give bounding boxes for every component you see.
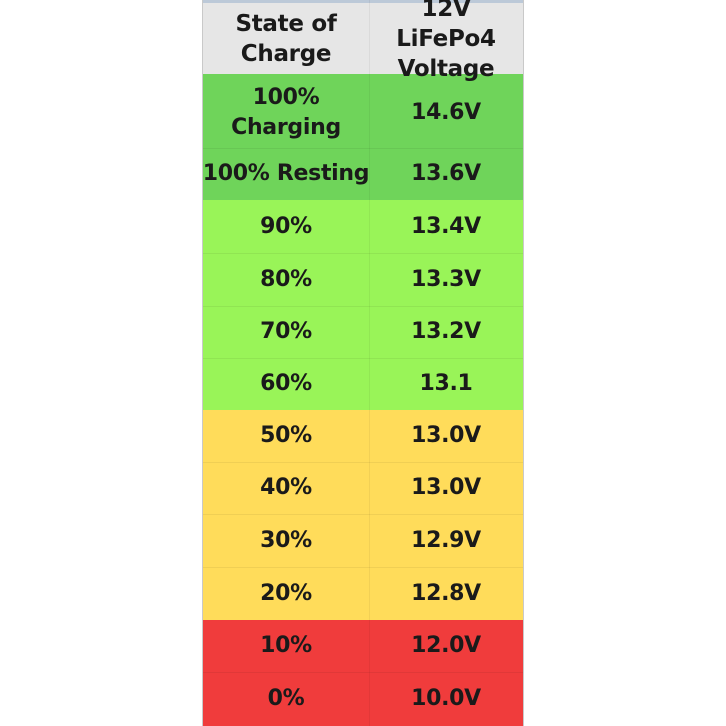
table-row: 90% 13.4V [203, 200, 523, 253]
row-divider [203, 514, 523, 515]
soc-cell: 70% [260, 319, 312, 344]
table-row: 20% 12.8V [203, 567, 523, 620]
voltage-cell: 13.1 [419, 371, 473, 396]
band-yellow [203, 410, 523, 620]
header-voltage: 12V LiFePo4 Voltage [396, 0, 496, 82]
band-full-green [203, 74, 523, 200]
voltage-cell: 10.0V [411, 686, 481, 711]
row-divider [203, 672, 523, 673]
soc-cell: 80% [260, 266, 312, 292]
soc-cell: 10% [260, 633, 312, 658]
voltage-cell: 13.4V [411, 213, 481, 239]
voltage-cell: 13.6V [411, 161, 481, 186]
soc-cell: 30% [260, 527, 312, 553]
column-divider [369, 0, 370, 726]
band-red [203, 620, 523, 726]
soc-cell: 40% [260, 475, 312, 500]
soc-cell: 60% [260, 371, 312, 396]
voltage-cell: 13.2V [411, 319, 481, 344]
table-row: 60% 13.1 [203, 358, 523, 410]
voltage-table: State of Charge 12V LiFePo4 Voltage 100%… [202, 0, 524, 726]
soc-cell: 20% [260, 580, 312, 606]
voltage-cell: 13.3V [411, 266, 481, 292]
soc-cell: 90% [260, 213, 312, 239]
table-row: 50% 13.0V [203, 410, 523, 462]
table-header: State of Charge 12V LiFePo4 Voltage [203, 0, 523, 82]
soc-cell: 100% Resting [202, 161, 370, 186]
table-row: 10% 12.0V [203, 620, 523, 672]
row-divider [203, 567, 523, 568]
voltage-cell: 12.0V [411, 633, 481, 658]
soc-cell: 100% Charging [231, 85, 341, 140]
voltage-cell: 14.6V [411, 100, 481, 125]
voltage-cell: 13.0V [411, 475, 481, 500]
header-state-of-charge: State of Charge [235, 11, 337, 67]
row-divider [203, 306, 523, 307]
voltage-cell: 12.9V [411, 527, 481, 553]
table-row: 0% 10.0V [203, 672, 523, 726]
soc-cell: 50% [260, 423, 312, 448]
band-light-green [203, 200, 523, 410]
table-row: 100% Charging 14.6V [203, 78, 523, 148]
voltage-cell: 13.0V [411, 423, 481, 448]
row-divider [203, 358, 523, 359]
table-row: 70% 13.2V [203, 306, 523, 358]
table-top-border [203, 0, 523, 3]
row-divider [203, 148, 523, 149]
soc-cell: 0% [267, 686, 305, 711]
row-divider [203, 253, 523, 254]
table-row: 40% 13.0V [203, 462, 523, 514]
row-divider [203, 462, 523, 463]
table-row: 80% 13.3V [203, 253, 523, 306]
table-row: 100% Resting 13.6V [203, 148, 523, 200]
table-row: 30% 12.9V [203, 514, 523, 567]
voltage-cell: 12.8V [411, 580, 481, 606]
